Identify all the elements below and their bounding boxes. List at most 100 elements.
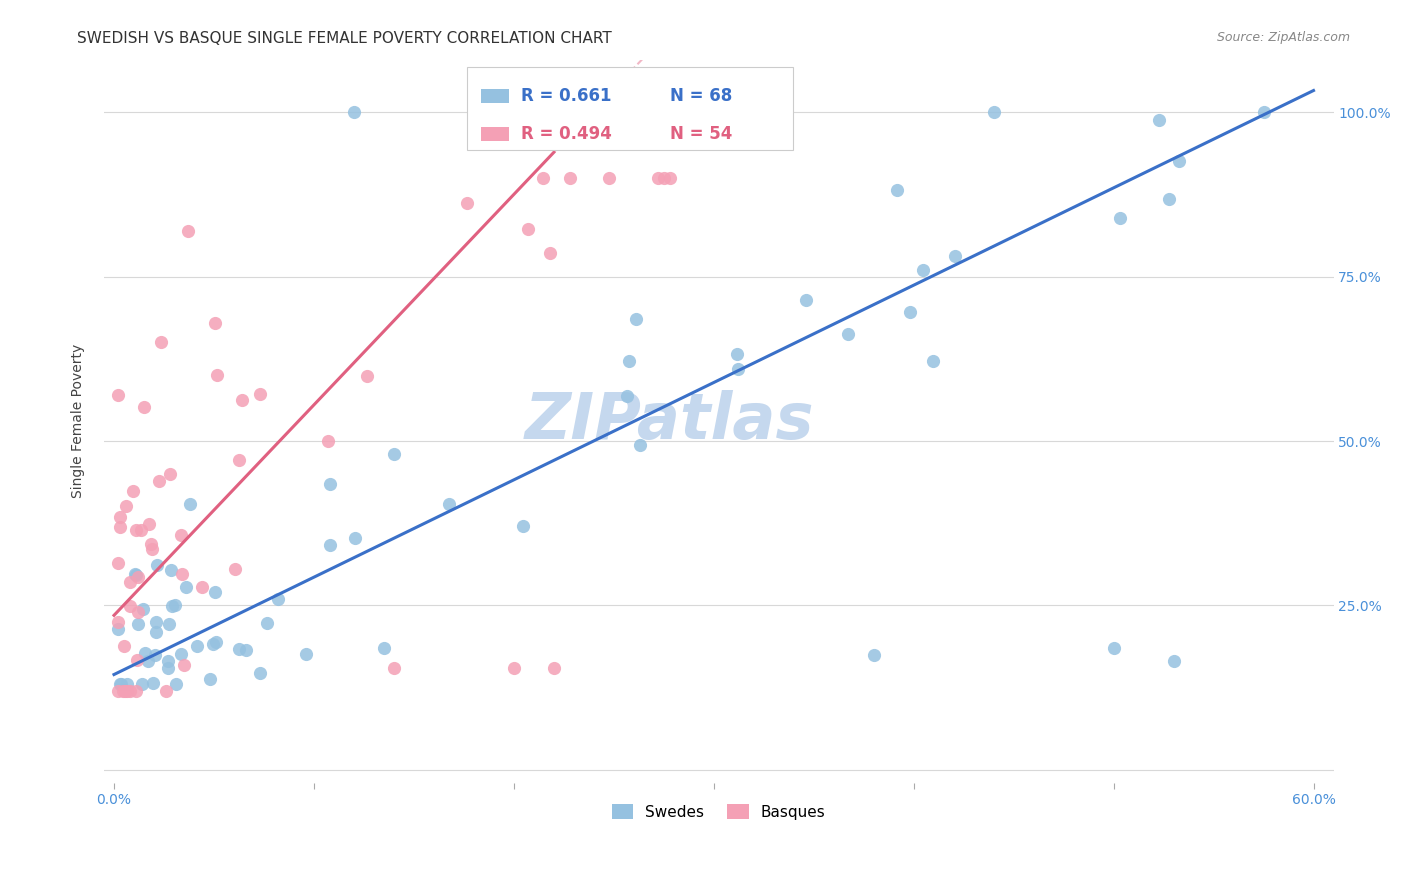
Point [437,497,460,511]
Y-axis label: Single Female Poverty: Single Female Poverty [72,344,86,499]
Point [943,249,966,263]
Point [516,222,538,236]
Point [145,615,167,629]
Point [205,368,228,383]
Point [127,606,149,620]
Point [157,617,180,632]
Point [114,499,136,513]
Text: Source: ZipAtlas.com: Source: ZipAtlas.com [1216,31,1350,45]
Point [256,616,278,631]
Point [617,354,640,368]
Point [202,637,225,651]
Point [343,531,366,545]
Point [319,538,342,552]
Point [205,635,228,649]
FancyBboxPatch shape [481,127,509,141]
Point [120,684,142,698]
Point [543,661,565,675]
Point [107,556,129,570]
Point [110,520,132,534]
Point [159,467,181,482]
Point [249,387,271,401]
Point [124,568,146,582]
Point [174,580,197,594]
Point [173,658,195,673]
Point [141,542,163,557]
Point [1102,641,1125,656]
Point [560,171,582,186]
Point [703,105,725,120]
Text: ZIPatlas: ZIPatlas [524,391,814,452]
Point [159,563,181,577]
Legend: Swedes, Basques: Swedes, Basques [606,798,832,826]
Point [922,354,945,368]
Point [165,677,187,691]
Point [319,477,342,491]
Point [107,622,129,636]
Point [382,447,405,461]
Text: SWEDISH VS BASQUE SINGLE FEMALE POVERTY CORRELATION CHART: SWEDISH VS BASQUE SINGLE FEMALE POVERTY … [77,31,612,46]
Point [356,369,378,384]
Point [108,509,131,524]
Point [204,316,226,330]
Point [1163,654,1185,668]
Point [224,561,246,575]
Point [172,567,194,582]
Point [267,592,290,607]
Point [235,643,257,657]
Point [898,305,921,319]
Point [983,105,1005,120]
Text: N = 68: N = 68 [669,87,731,105]
Point [912,262,935,277]
Point [531,171,554,186]
Point [162,599,184,613]
Point [725,346,748,360]
Point [115,677,138,691]
Point [647,171,669,186]
Point [157,654,180,668]
Point [228,641,250,656]
Point [125,684,148,698]
Point [170,528,193,542]
Point [163,599,186,613]
Point [145,625,167,640]
Point [146,558,169,572]
Point [143,648,166,663]
Point [115,684,138,698]
Point [107,388,129,402]
Point [138,517,160,532]
Point [127,617,149,632]
Point [295,647,318,661]
Point [132,401,155,415]
Point [110,677,132,691]
Point [624,311,647,326]
Point [343,105,366,120]
Point [131,677,153,691]
Point [122,483,145,498]
Point [794,293,817,307]
Point [598,171,620,186]
Point [1109,211,1132,226]
Point [118,575,141,590]
Point [204,584,226,599]
Point [316,434,339,448]
Point [1147,112,1170,127]
Point [157,661,180,675]
Text: R = 0.494: R = 0.494 [520,125,612,143]
Point [134,646,156,660]
Point [1157,192,1180,206]
Point [1253,105,1275,120]
Point [107,684,129,698]
Point [142,676,165,690]
Text: N = 54: N = 54 [669,125,733,143]
Text: R = 0.661: R = 0.661 [520,87,612,105]
Point [125,523,148,537]
Point [616,389,638,403]
Point [373,641,395,656]
Point [502,661,524,675]
Point [249,666,271,681]
Point [127,570,149,584]
Point [186,639,208,653]
Point [179,496,201,510]
Point [114,684,136,698]
